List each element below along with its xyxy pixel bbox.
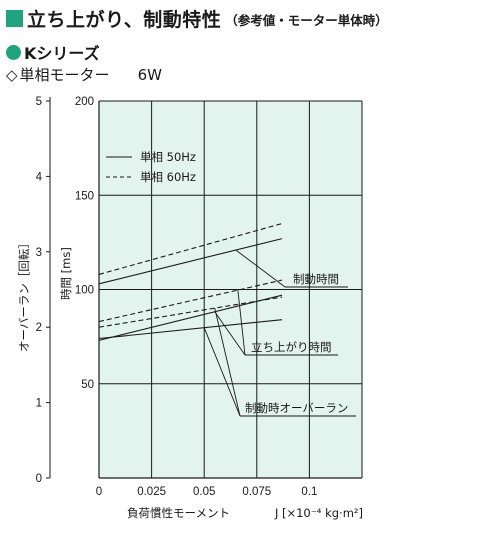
x-tick-label: 0.075 [242,486,271,498]
overrun-tick-label: 0 [36,473,42,485]
legend-label: 単相 50Hz [140,150,196,164]
motor-type: 単相モーター [19,66,110,84]
diamond-icon: ◇ [6,65,18,84]
annotation-leader [214,308,241,417]
x-tick-label: 0 [96,486,102,498]
overrun-tick-label: 2 [36,322,42,334]
time-tick-label: 100 [75,285,94,297]
annotation-overrun: 制動時オーバーラン [245,401,348,415]
series-name: Kシリーズ [24,44,100,63]
annotation-leader [237,290,246,356]
legend-label: 単相 60Hz [140,170,196,184]
time-tick-label: 150 [75,190,94,202]
x-tick-label: 0.1 [301,486,317,498]
page-subtitle: （参考値・モーター単体時） [225,13,388,28]
series-heading: Kシリーズ [6,40,100,64]
series-line [98,296,283,328]
time-tick-label: 200 [75,96,94,108]
series-line [98,319,283,340]
page-title: 立ち上がり、制動特性 [27,8,222,31]
overrun-tick-label: 5 [36,96,42,108]
annotation-rise-time: 立ち上がり時間 [251,340,332,354]
overrun-tick-label: 4 [36,171,43,183]
green-dot-icon [6,44,21,60]
time-axis-label: 時間 [ms] [59,247,73,300]
time-tick-label: 50 [81,379,94,391]
annotation-leader [214,311,246,356]
series-line [98,279,283,323]
x-tick-label: 0.05 [193,486,215,498]
overrun-tick-label: 3 [36,247,42,259]
green-square-icon [6,9,23,27]
motor-power: 6W [137,65,162,84]
series-line [98,238,283,285]
x-axis-unit: J [×10⁻⁴ kg·m²] [274,506,363,520]
x-tick-label: 0.025 [137,486,166,498]
motor-spec: ◇ 単相モーター 6W [6,64,162,85]
annotation-braking-time: 制動時間 [293,272,339,286]
header: 立ち上がり、制動特性 （参考値・モーター単体時） [6,6,388,31]
x-axis-label: 負荷慣性モーメント [127,506,230,520]
annotation-leader [235,249,286,288]
series-line [98,294,283,341]
annotation-leader [203,327,241,417]
overrun-tick-label: 1 [36,398,42,410]
overrun-axis-label: オーバーラン［回転］ [17,237,31,352]
